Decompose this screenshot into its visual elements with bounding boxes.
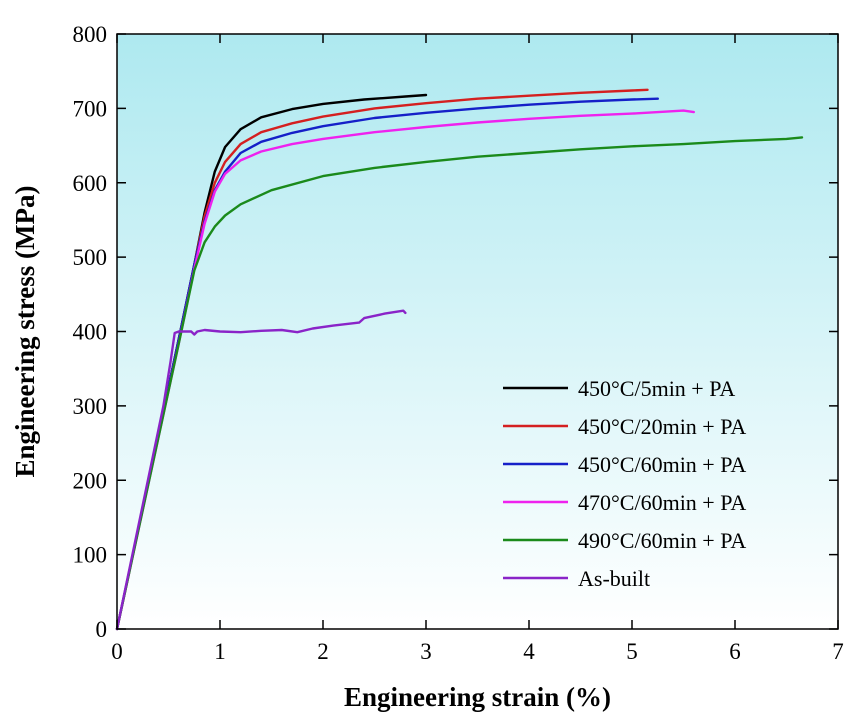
- y-tick-label: 600: [73, 171, 108, 196]
- legend: 450°C/5min + PA 450°C/20min + PA 450°C/60m…: [503, 376, 746, 591]
- series-line-5: [115, 136, 804, 631]
- x-tick-label: 0: [111, 639, 123, 664]
- x-tick-label: 7: [832, 639, 844, 664]
- y-tick-label: 400: [73, 320, 108, 345]
- series-layer: [115, 88, 804, 631]
- y-tick-label: 100: [73, 543, 108, 568]
- legend-label-6: As-built: [578, 566, 650, 591]
- y-tick-label: 300: [73, 394, 108, 419]
- y-tick-label: 700: [73, 96, 108, 121]
- legend-label-1: 450°C/5min + PA: [578, 376, 735, 401]
- y-tick-label: 200: [73, 468, 108, 493]
- legend-label-3: 450°C/60min + PA: [578, 452, 746, 477]
- x-tick-label: 1: [214, 639, 226, 664]
- legend-label-4: 470°C/60min + PA: [578, 490, 746, 515]
- x-tick-label: 3: [420, 639, 432, 664]
- y-axis-title: Engineering stress (MPa): [10, 186, 40, 478]
- y-tick-label: 500: [73, 245, 108, 270]
- x-tick-label: 6: [729, 639, 741, 664]
- x-axis-title: Engineering strain (%): [344, 682, 611, 712]
- y-tick-label: 800: [73, 22, 108, 47]
- legend-label-2: 450°C/20min + PA: [578, 414, 746, 439]
- x-tick-label: 2: [317, 639, 329, 664]
- y-tick-label: 0: [96, 617, 108, 642]
- legend-label-5: 490°C/60min + PA: [578, 528, 746, 553]
- series-line-6: [115, 309, 407, 631]
- x-tick-label: 4: [523, 639, 535, 664]
- axis-ticks: 0 1 2 3 4 5 6 7 0 100 200 300 400 500 600 700 800: [73, 22, 844, 664]
- x-tick-label: 5: [626, 639, 638, 664]
